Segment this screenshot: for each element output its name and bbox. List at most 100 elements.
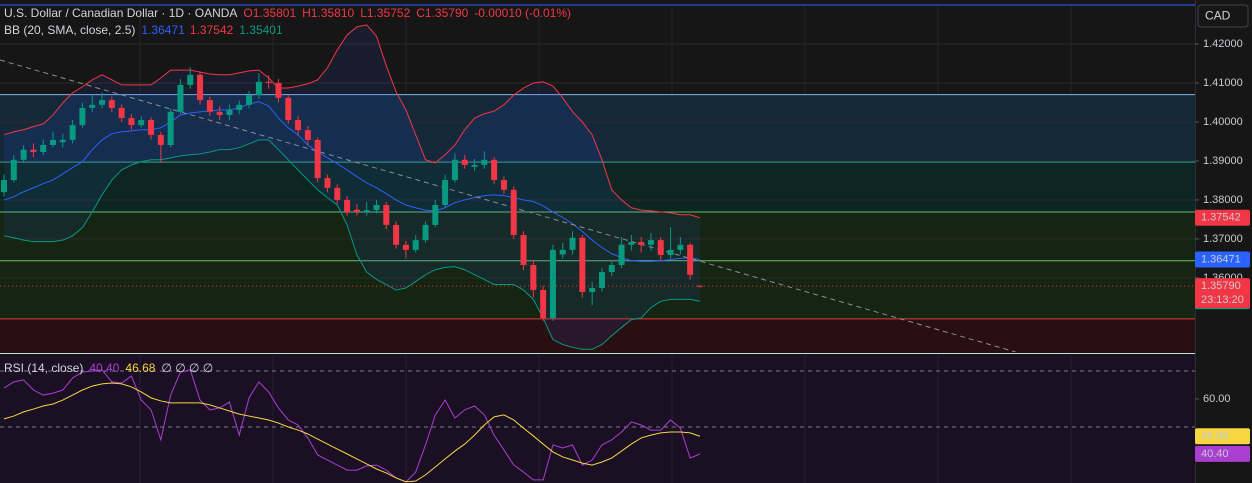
candle-body xyxy=(50,139,57,145)
candle-body xyxy=(79,107,86,126)
candle-body xyxy=(226,109,233,115)
rsi-line xyxy=(3,382,701,483)
candle-body xyxy=(677,244,684,250)
candle-body xyxy=(608,265,615,273)
candle-body xyxy=(422,224,429,241)
candle-body xyxy=(148,120,155,135)
y-tick-label: 1.37000 xyxy=(1203,233,1243,245)
candle-body xyxy=(491,159,498,181)
price-tag xyxy=(1195,251,1250,268)
rsi-background xyxy=(0,355,1195,483)
rsi-line xyxy=(3,369,701,483)
candle-body xyxy=(206,100,213,112)
candle-body xyxy=(373,205,380,211)
rsi-legend: RSI (14, close) 40.40 46.68 ∅ ∅ ∅ ∅ xyxy=(4,361,213,375)
candle-body xyxy=(540,290,547,319)
candle-body xyxy=(20,149,27,160)
candle-body xyxy=(618,244,625,266)
candle-body xyxy=(324,178,331,188)
bb-line xyxy=(3,24,701,219)
candle-body xyxy=(236,104,243,110)
candle-body xyxy=(108,100,115,108)
bb-line xyxy=(3,101,701,263)
candle-body xyxy=(197,74,204,101)
candle-body xyxy=(246,95,253,105)
rsi-name: RSI (14, close) xyxy=(4,361,83,375)
rsi-marks-layer xyxy=(0,355,1195,483)
currency-label[interactable]: CAD xyxy=(1205,9,1231,23)
candle-body xyxy=(334,187,341,200)
candle-body xyxy=(187,74,194,85)
bb-value: 1.35401 xyxy=(239,23,283,37)
candle-body xyxy=(10,159,17,181)
candle-body xyxy=(304,130,311,140)
price-change: -0.00010 (-0.01%) xyxy=(474,6,571,20)
candle-body xyxy=(265,81,272,83)
price-tag xyxy=(1195,209,1250,226)
bb-line xyxy=(3,139,701,350)
candle-body xyxy=(40,144,47,152)
main-marks-layer xyxy=(0,59,1195,352)
candle-body xyxy=(589,288,596,292)
candle-body xyxy=(667,249,674,255)
ohlc-open: O1.35801 xyxy=(243,6,296,20)
candle-body xyxy=(59,139,66,143)
candle-body xyxy=(628,242,635,245)
candle-body xyxy=(118,107,125,119)
candle-body xyxy=(451,159,458,181)
zone xyxy=(0,94,1195,163)
candle-body xyxy=(520,235,527,266)
y-tick-label: 1.38000 xyxy=(1203,194,1243,206)
axis-layer: 1.42000 1.41000 1.40000 1.39000 1.38000 1.370… xyxy=(1195,38,1250,462)
candle-body xyxy=(647,240,654,245)
candle-body xyxy=(255,81,262,96)
y-tick-label: 1.42000 xyxy=(1203,38,1243,50)
candle-body xyxy=(569,237,576,250)
main-background-layer xyxy=(0,5,1195,352)
candle-body xyxy=(344,199,351,213)
candle-body xyxy=(285,97,292,121)
price-axis xyxy=(1195,0,1252,483)
y-tick-label: 1.40000 xyxy=(1203,116,1243,128)
symbol-legend: U.S. Dollar / Canadian Dollar · 1D · OAN… xyxy=(4,6,571,20)
candle-body xyxy=(128,118,135,126)
candle-body xyxy=(275,82,282,98)
candle-body xyxy=(216,111,223,115)
price-tag xyxy=(1195,278,1250,309)
ohlc-close: C1.35790 xyxy=(416,6,468,20)
candle-body xyxy=(461,159,468,165)
candle-body xyxy=(510,189,517,236)
price-tag xyxy=(1195,445,1250,462)
candle-body xyxy=(177,84,184,112)
candle-body xyxy=(638,242,645,245)
candle-body xyxy=(657,240,664,255)
candle-body xyxy=(598,272,605,289)
candle-body xyxy=(295,120,302,131)
currency-button[interactable] xyxy=(1197,4,1249,28)
candle-body xyxy=(314,139,321,179)
candle-body xyxy=(549,249,556,319)
candle-body xyxy=(353,209,360,213)
bb-name: BB (20, SMA, close, 2.5) xyxy=(4,23,135,37)
rsi-value: 46.68 xyxy=(125,361,155,375)
y-tick-label: 60.00 xyxy=(1203,393,1231,405)
bb-value: 1.36471 xyxy=(141,23,185,37)
symbol: U.S. Dollar / Canadian Dollar · 1D · OAN… xyxy=(4,6,237,20)
candle-body xyxy=(687,244,694,275)
candle-body xyxy=(471,164,478,167)
candle-body xyxy=(393,224,400,245)
candle-body xyxy=(559,249,566,255)
price-tag-label: 1.36471 xyxy=(1201,253,1241,265)
y-tick-label: 1.39000 xyxy=(1203,155,1243,167)
candle-body xyxy=(530,265,537,291)
candle-body xyxy=(89,104,96,108)
rsi-value: 40.40 xyxy=(89,361,119,375)
candle-body xyxy=(0,180,7,193)
candle-body xyxy=(383,205,390,225)
candle-body xyxy=(579,237,586,292)
price-tag-label: 1.37542 xyxy=(1201,212,1241,224)
candle-body xyxy=(500,180,507,190)
bb-legend: BB (20, SMA, close, 2.5) 1.36471 1.37542 1.… xyxy=(4,23,283,37)
